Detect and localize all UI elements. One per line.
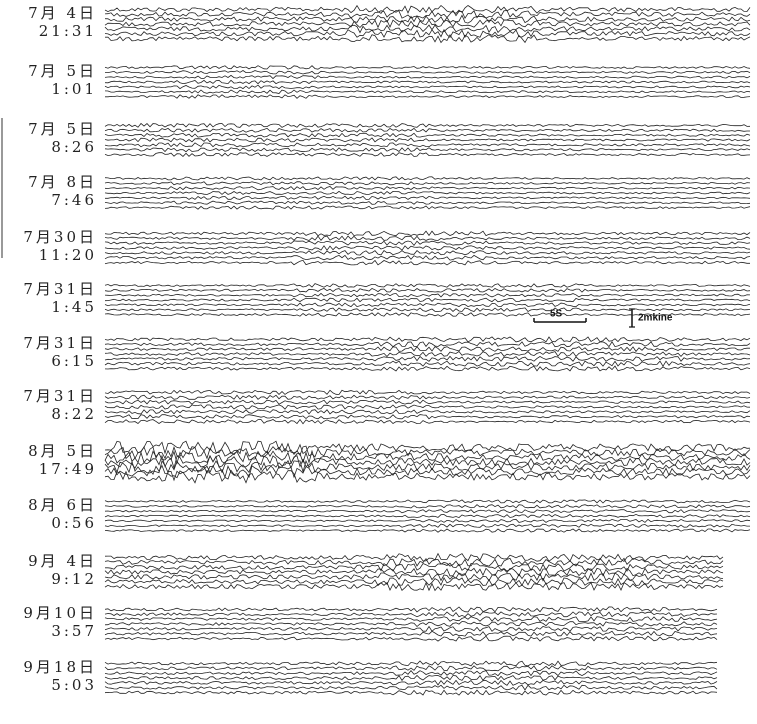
record-date: 7月 4日 bbox=[28, 4, 97, 22]
record-time: 0:56 bbox=[51, 514, 97, 532]
record-date: 8月 6日 bbox=[28, 496, 97, 514]
record-time: 21:31 bbox=[39, 22, 97, 40]
record-date: 7月30日 bbox=[23, 228, 97, 246]
record-time: 9:12 bbox=[51, 570, 97, 588]
record-time: 6:15 bbox=[51, 352, 97, 370]
record-date: 7月31日 bbox=[23, 387, 97, 405]
record-time: 1:01 bbox=[51, 80, 97, 98]
record-time: 11:20 bbox=[39, 246, 97, 264]
record-date: 8月 5日 bbox=[28, 442, 97, 460]
record-time: 7:46 bbox=[51, 191, 97, 209]
record-date: 9月18日 bbox=[23, 658, 97, 676]
record-date: 7月31日 bbox=[23, 334, 97, 352]
record-time: 8:26 bbox=[51, 138, 97, 156]
record-date: 9月 4日 bbox=[28, 552, 97, 570]
record-time: 3:57 bbox=[51, 622, 97, 640]
record-time: 5:03 bbox=[51, 676, 97, 694]
record-time: 8:22 bbox=[51, 405, 97, 423]
record-date: 7月 5日 bbox=[28, 120, 97, 138]
record-time: 17:49 bbox=[39, 460, 97, 478]
record-date: 9月10日 bbox=[23, 604, 97, 622]
record-date: 7月31日 bbox=[23, 280, 97, 298]
seismogram-figure: 5S 2mkine 7月 4日21:317月 5日1:017月 5日8:267月… bbox=[0, 0, 757, 724]
record-date: 7月 8日 bbox=[28, 173, 97, 191]
record-date: 7月 5日 bbox=[28, 62, 97, 80]
record-time: 1:45 bbox=[51, 298, 97, 316]
